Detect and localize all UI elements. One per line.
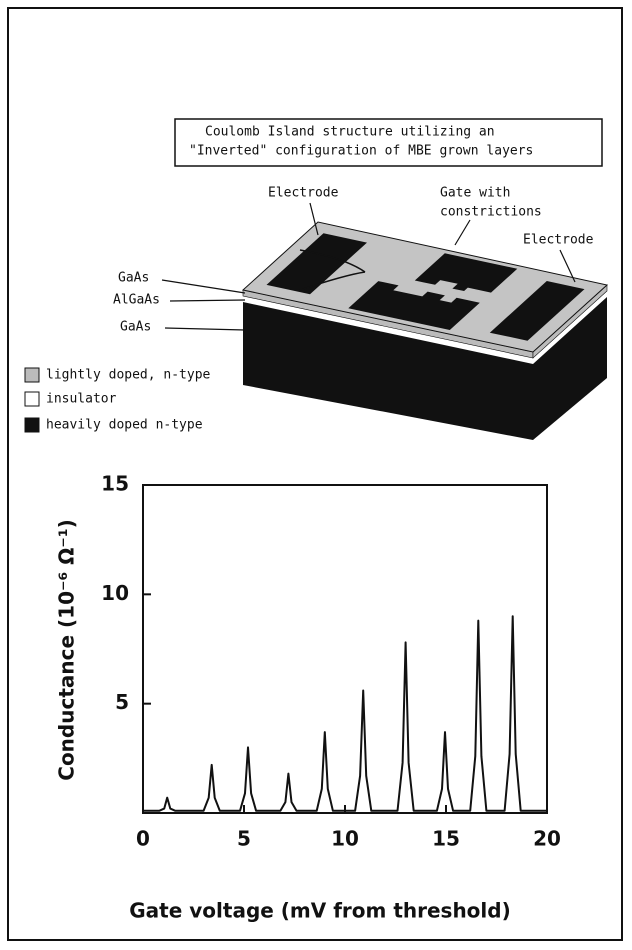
electrode-label: Electrode [268, 186, 339, 201]
gate [348, 281, 480, 330]
front-face [243, 290, 533, 440]
electrode [266, 233, 367, 295]
gate-label: constrictions [440, 205, 542, 220]
legend-swatch [24, 367, 40, 383]
conductance-line [143, 615, 547, 812]
layer-label: AlGaAs [113, 293, 160, 308]
pointers [161, 202, 576, 331]
electrode [489, 281, 585, 341]
y-tick-label: 15 [101, 472, 129, 496]
x-tick-label: 15 [432, 827, 460, 851]
legend-swatch [24, 417, 40, 433]
caption-line: "Inverted" configuration of MBE grown la… [189, 144, 533, 159]
x-axis-label: Gate voltage (mV from threshold) [129, 899, 510, 923]
insulator-front [243, 296, 533, 364]
legend-label: lightly doped, n-type [46, 368, 211, 383]
y-tick-label: 5 [115, 690, 129, 714]
right-face [533, 285, 607, 440]
caption-box [174, 118, 603, 167]
legend-label: insulator [46, 392, 117, 407]
x-tick-label: 10 [331, 827, 359, 851]
x-tick-label: 20 [533, 827, 561, 851]
gate-label: Gate with [440, 186, 510, 201]
electrode-label: Electrode [523, 233, 594, 248]
device-block [241, 221, 609, 440]
y-tick-label: 10 [101, 581, 129, 605]
caption-line: Coulomb Island structure utilizing an [205, 125, 495, 140]
layer-label: GaAs [120, 320, 151, 335]
y-axis-label: Conductance (10⁻⁶ Ω⁻¹) [55, 519, 79, 780]
legend-label: heavily doped n-type [46, 418, 203, 433]
layer-label: GaAs [118, 271, 149, 286]
insulator-right [533, 291, 607, 364]
x-tick-label: 5 [237, 827, 251, 851]
gate [414, 253, 518, 293]
x-tick-label: 0 [136, 827, 150, 851]
legend-swatch [24, 391, 40, 407]
